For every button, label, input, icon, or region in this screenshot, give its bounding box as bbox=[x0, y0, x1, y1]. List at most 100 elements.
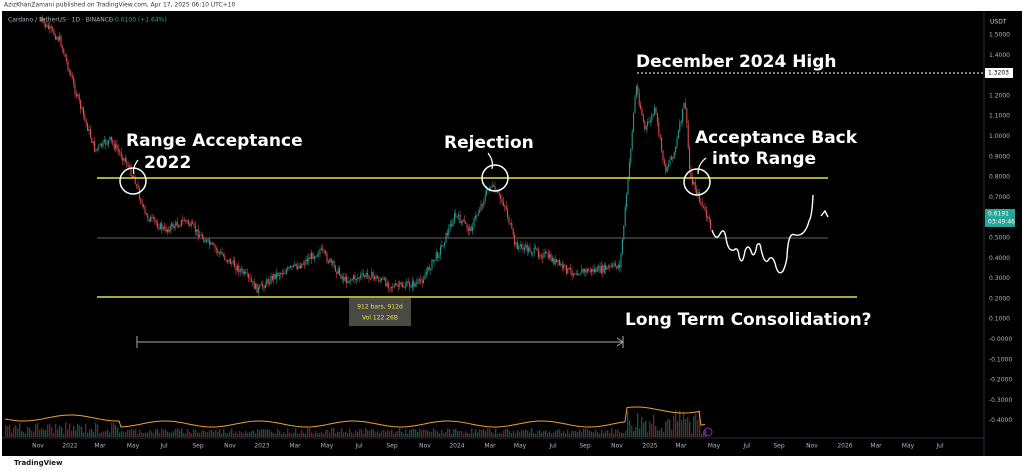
candle bbox=[652, 114, 654, 116]
volume-bar bbox=[621, 432, 623, 437]
candle bbox=[141, 202, 143, 205]
candle bbox=[470, 226, 472, 232]
volume-bar bbox=[9, 424, 11, 437]
volume-bar bbox=[667, 419, 669, 437]
candle bbox=[61, 46, 63, 49]
price-label: -0.2000 bbox=[989, 377, 1012, 384]
candle bbox=[584, 269, 586, 272]
candle bbox=[423, 279, 425, 283]
volume-bar bbox=[447, 428, 449, 437]
price-label: -0.3000 bbox=[989, 397, 1012, 404]
candle bbox=[402, 284, 404, 288]
candle bbox=[302, 263, 304, 265]
candle bbox=[227, 260, 229, 262]
price-label: 0.1000 bbox=[989, 316, 1010, 323]
candle bbox=[236, 265, 238, 271]
candle bbox=[501, 199, 503, 202]
candle bbox=[397, 285, 399, 287]
candle bbox=[689, 147, 691, 169]
volume-bar bbox=[549, 431, 551, 437]
candle bbox=[204, 241, 206, 243]
volume-bar bbox=[515, 433, 517, 437]
candle bbox=[91, 137, 93, 144]
candle bbox=[337, 268, 339, 274]
time-label: Sep bbox=[192, 443, 204, 450]
volume-bar bbox=[129, 430, 131, 437]
candle bbox=[595, 269, 597, 272]
candle bbox=[243, 271, 245, 275]
volume-bar bbox=[443, 433, 445, 437]
time-label: Mar bbox=[94, 443, 106, 450]
time-label: May bbox=[902, 443, 915, 450]
volume-bar bbox=[565, 433, 567, 437]
candle bbox=[129, 165, 131, 167]
candle bbox=[612, 264, 614, 267]
candle bbox=[126, 161, 128, 166]
volume-bar bbox=[699, 410, 701, 437]
candle bbox=[680, 121, 682, 123]
annotation: Acceptance Back bbox=[695, 128, 858, 148]
circle bbox=[481, 164, 509, 192]
candle bbox=[344, 276, 346, 281]
volume-bar bbox=[63, 433, 65, 437]
candle bbox=[458, 214, 460, 217]
candle bbox=[519, 244, 521, 247]
volume-bar bbox=[683, 412, 685, 437]
time-label: Nov bbox=[32, 443, 44, 450]
volume-bar bbox=[189, 432, 191, 437]
candle bbox=[304, 263, 306, 265]
candle bbox=[140, 198, 142, 203]
volume-bar bbox=[529, 432, 531, 437]
candle bbox=[190, 222, 192, 227]
candle bbox=[197, 229, 199, 238]
candle bbox=[96, 148, 98, 150]
volume-bar bbox=[277, 429, 279, 437]
candle bbox=[504, 205, 506, 207]
volume-bar bbox=[425, 429, 427, 437]
candle bbox=[231, 263, 233, 265]
volume-bar bbox=[315, 430, 317, 437]
volume-bar bbox=[283, 432, 285, 437]
price-axis: 1.50001.40001.30001.20001.10001.00000.90… bbox=[989, 32, 1012, 425]
candle bbox=[327, 261, 329, 263]
annotation: into Range bbox=[712, 149, 816, 169]
volume-bar bbox=[599, 433, 601, 437]
volume-bar bbox=[395, 432, 397, 437]
candle bbox=[155, 221, 157, 224]
candle bbox=[512, 228, 514, 235]
candle bbox=[596, 267, 598, 272]
volume-bar bbox=[703, 430, 705, 437]
candle bbox=[136, 184, 138, 186]
price-label: 1.5000 bbox=[989, 32, 1010, 39]
candle bbox=[329, 258, 331, 263]
candle bbox=[131, 175, 133, 177]
candle bbox=[115, 144, 117, 149]
candle bbox=[705, 209, 707, 218]
candle bbox=[427, 266, 429, 273]
candle bbox=[560, 263, 562, 265]
candle bbox=[334, 265, 336, 272]
candle bbox=[591, 268, 593, 272]
volume-bar bbox=[593, 432, 595, 437]
volume-bar bbox=[561, 432, 563, 437]
volume-bar bbox=[195, 430, 197, 437]
candle bbox=[147, 214, 149, 220]
volume-bar bbox=[295, 428, 297, 437]
candle bbox=[284, 273, 286, 275]
volume-bar bbox=[449, 429, 451, 437]
candle bbox=[374, 276, 376, 280]
candle bbox=[305, 259, 307, 264]
volume-bar bbox=[169, 432, 171, 437]
volume-bar bbox=[241, 432, 243, 437]
time-label: Jul bbox=[548, 443, 557, 450]
price-label: 1.0000 bbox=[989, 133, 1010, 140]
volume-bar bbox=[317, 432, 319, 437]
candle bbox=[67, 61, 69, 71]
candle bbox=[607, 266, 609, 268]
candle bbox=[619, 264, 621, 268]
candle bbox=[444, 242, 446, 246]
candle bbox=[264, 284, 266, 289]
volume-bar bbox=[383, 429, 385, 437]
volume-bar bbox=[333, 428, 335, 437]
volume-bar bbox=[357, 431, 359, 437]
